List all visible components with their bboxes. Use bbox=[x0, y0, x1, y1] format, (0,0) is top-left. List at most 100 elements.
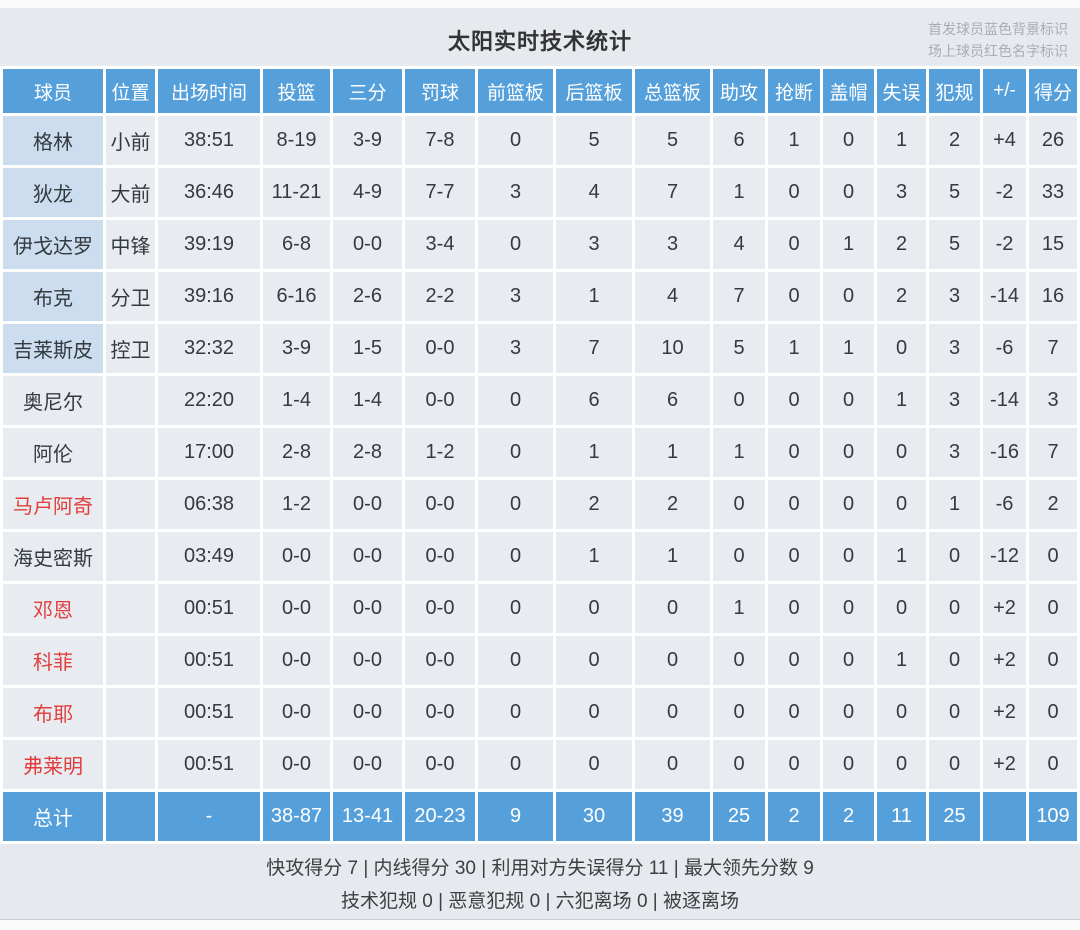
stat-cell: 0-0 bbox=[333, 584, 402, 633]
stat-cell: 7-7 bbox=[405, 168, 475, 217]
stat-cell: +2 bbox=[983, 584, 1026, 633]
col-header-ft: 罚球 bbox=[405, 69, 475, 113]
stat-cell: 0-0 bbox=[405, 532, 475, 581]
stat-cell: 4 bbox=[635, 272, 710, 321]
stat-cell: 1 bbox=[768, 324, 820, 373]
col-header-blocks: 盖帽 bbox=[823, 69, 874, 113]
col-header-assists: 助攻 bbox=[713, 69, 765, 113]
stat-cell: 3 bbox=[1029, 376, 1077, 425]
stat-cell bbox=[106, 480, 155, 529]
player-name-cell: 吉莱斯皮 bbox=[3, 324, 103, 373]
col-header-plusminus: +/- bbox=[983, 69, 1026, 113]
col-header-treb: 总篮板 bbox=[635, 69, 710, 113]
stat-cell: 00:51 bbox=[158, 584, 260, 633]
stat-cell: 6-16 bbox=[263, 272, 330, 321]
footer-score-summary: 快攻得分 7 | 内线得分 30 | 利用对方失误得分 11 | 最大领先分数 … bbox=[266, 858, 814, 879]
stat-cell: 1 bbox=[877, 532, 926, 581]
stat-cell: 0-0 bbox=[263, 688, 330, 737]
stat-cell: 3 bbox=[635, 220, 710, 269]
stat-cell: 2 bbox=[635, 480, 710, 529]
stat-cell: 3 bbox=[929, 272, 980, 321]
stat-cell: 1-2 bbox=[263, 480, 330, 529]
table-row: 海史密斯 03:49 0-0 0-0 0-0 0 1 1 0 0 0 1 0 -12 0 bbox=[3, 532, 1077, 581]
stat-cell: 控卫 bbox=[106, 324, 155, 373]
stat-cell: 0 bbox=[768, 480, 820, 529]
stat-cell: 7 bbox=[635, 168, 710, 217]
stat-cell: 1 bbox=[635, 428, 710, 477]
stats-card: 太阳实时技术统计 首发球员蓝色背景标识 场上球员红色名字标识 球员 位置 出场时… bbox=[0, 8, 1080, 920]
stat-cell: 0 bbox=[478, 220, 553, 269]
stat-cell: 0-0 bbox=[405, 480, 475, 529]
stat-cell: 7 bbox=[556, 324, 632, 373]
stat-cell: 0-0 bbox=[263, 532, 330, 581]
stat-cell: 小前 bbox=[106, 116, 155, 165]
table-row: 伊戈达罗 中锋 39:19 6-8 0-0 3-4 0 3 3 4 0 1 2 5 -2 15 bbox=[3, 220, 1077, 269]
col-header-fouls: 犯规 bbox=[929, 69, 980, 113]
stat-cell: 0-0 bbox=[333, 480, 402, 529]
player-name-cell: 弗莱明 bbox=[3, 740, 103, 789]
stat-cell: 4 bbox=[713, 220, 765, 269]
stat-cell: 1 bbox=[929, 480, 980, 529]
stat-cell: 1 bbox=[556, 532, 632, 581]
stat-cell: 26 bbox=[1029, 116, 1077, 165]
table-row: 邓恩 00:51 0-0 0-0 0-0 0 0 0 1 0 0 0 0 +2 0 bbox=[3, 584, 1077, 633]
stat-cell: 5 bbox=[713, 324, 765, 373]
stat-cell: 4-9 bbox=[333, 168, 402, 217]
stat-cell: 0 bbox=[556, 740, 632, 789]
stat-cell: 0 bbox=[713, 636, 765, 685]
stat-cell: 2 bbox=[556, 480, 632, 529]
stat-cell: 0-0 bbox=[333, 740, 402, 789]
table-row: 吉莱斯皮 控卫 32:32 3-9 1-5 0-0 3 7 10 5 1 1 0 3 -6 7 bbox=[3, 324, 1077, 373]
stat-cell: 0 bbox=[635, 584, 710, 633]
stat-cell bbox=[106, 636, 155, 685]
stat-cell: 0-0 bbox=[405, 376, 475, 425]
stat-cell: 39:19 bbox=[158, 220, 260, 269]
stat-cell: 15 bbox=[1029, 220, 1077, 269]
player-name-cell: 布耶 bbox=[3, 688, 103, 737]
stat-cell: 2 bbox=[929, 116, 980, 165]
stat-cell: 0 bbox=[635, 636, 710, 685]
table-row: 马卢阿奇 06:38 1-2 0-0 0-0 0 2 2 0 0 0 0 1 -6 2 bbox=[3, 480, 1077, 529]
stat-cell: 22:20 bbox=[158, 376, 260, 425]
stat-cell: 6-8 bbox=[263, 220, 330, 269]
col-header-player: 球员 bbox=[3, 69, 103, 113]
stat-cell: 17:00 bbox=[158, 428, 260, 477]
stat-cell: 0 bbox=[929, 532, 980, 581]
stat-cell: 0 bbox=[768, 740, 820, 789]
stat-cell: 0-0 bbox=[333, 220, 402, 269]
stat-cell: +4 bbox=[983, 116, 1026, 165]
stat-cell: 16 bbox=[1029, 272, 1077, 321]
stat-cell: 1 bbox=[713, 584, 765, 633]
stat-cell: 0 bbox=[713, 480, 765, 529]
stat-cell: 2-2 bbox=[405, 272, 475, 321]
stat-cell: 1 bbox=[556, 272, 632, 321]
table-row: 阿伦 17:00 2-8 2-8 1-2 0 1 1 1 0 0 0 3 -16 7 bbox=[3, 428, 1077, 477]
table-row: 布克 分卫 39:16 6-16 2-6 2-2 3 1 4 7 0 0 2 3 -14 16 bbox=[3, 272, 1077, 321]
stat-cell: 0 bbox=[556, 688, 632, 737]
stat-cell: 1 bbox=[713, 168, 765, 217]
legend-starter-note: 首发球员蓝色背景标识 bbox=[928, 21, 1068, 37]
stat-cell: 0 bbox=[478, 532, 553, 581]
stat-cell: -2 bbox=[983, 168, 1026, 217]
total-label-cell: 总计 bbox=[3, 792, 103, 841]
stat-cell: 0 bbox=[823, 584, 874, 633]
stat-cell: 0 bbox=[478, 688, 553, 737]
stat-cell: 03:49 bbox=[158, 532, 260, 581]
stat-cell: 0 bbox=[478, 636, 553, 685]
stat-cell bbox=[106, 532, 155, 581]
stat-cell: 7 bbox=[1029, 324, 1077, 373]
stat-cell: 2-8 bbox=[333, 428, 402, 477]
stats-table-body: 格林 小前 38:51 8-19 3-9 7-8 0 5 5 6 1 0 1 2 +4 26 狄龙 大前 36:46… bbox=[3, 116, 1077, 789]
stat-cell: 36:46 bbox=[158, 168, 260, 217]
stat-cell: 5 bbox=[556, 116, 632, 165]
stat-cell: 3-9 bbox=[263, 324, 330, 373]
stat-cell: 0 bbox=[713, 688, 765, 737]
player-name-cell: 伊戈达罗 bbox=[3, 220, 103, 269]
stat-cell: -2 bbox=[983, 220, 1026, 269]
col-header-3pt: 三分 bbox=[333, 69, 402, 113]
stat-cell: 0-0 bbox=[333, 636, 402, 685]
stat-cell: 3 bbox=[929, 428, 980, 477]
stat-cell: 1-5 bbox=[333, 324, 402, 373]
stat-cell: 8-19 bbox=[263, 116, 330, 165]
stat-cell: 0 bbox=[877, 740, 926, 789]
